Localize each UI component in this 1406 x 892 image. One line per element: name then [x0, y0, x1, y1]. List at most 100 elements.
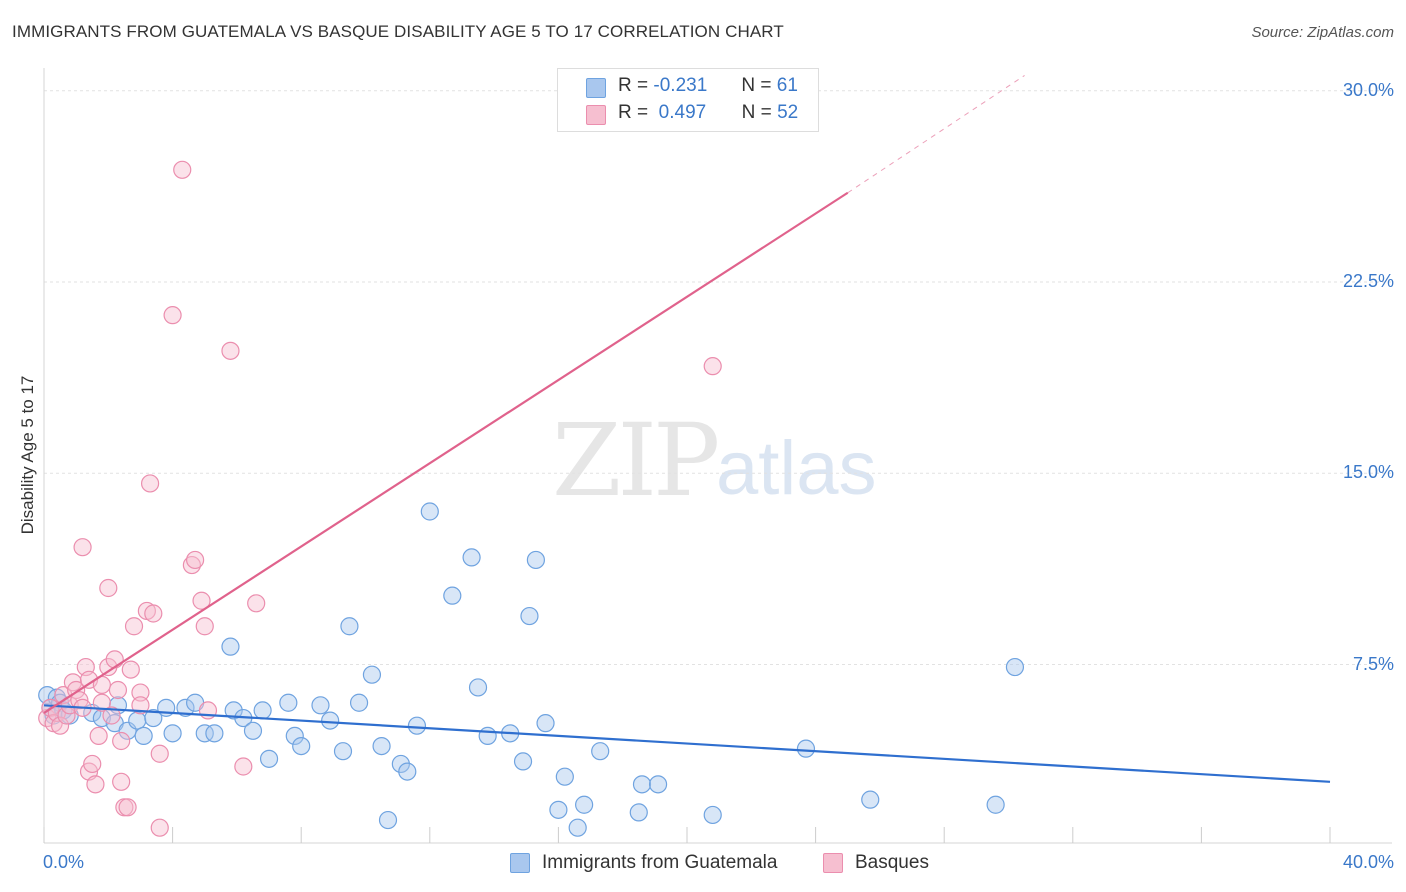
point-guatemala — [311, 696, 330, 715]
point-basques — [108, 680, 128, 700]
stats-r-label: R = — [618, 102, 649, 123]
stats-n-value: 52 — [777, 102, 799, 123]
point-guatemala — [1005, 657, 1025, 677]
point-guatemala — [205, 724, 224, 743]
trendline-basques-extension — [847, 75, 1025, 194]
stats-r-value: -0.231 — [653, 75, 708, 96]
y-tick-label: 7.5% — [1352, 653, 1394, 674]
point-guatemala — [703, 805, 722, 825]
point-basques — [118, 798, 137, 817]
point-guatemala — [986, 795, 1005, 814]
point-basques — [121, 660, 140, 679]
point-guatemala — [407, 716, 427, 735]
point-guatemala — [176, 698, 195, 717]
point-basques — [102, 706, 121, 725]
point-guatemala — [321, 711, 340, 730]
point-basques — [99, 578, 118, 598]
point-guatemala — [555, 767, 574, 786]
point-guatemala — [333, 742, 353, 761]
point-guatemala — [279, 693, 298, 712]
point-guatemala — [861, 790, 880, 809]
x-tick-label-min: 0.0% — [43, 852, 85, 872]
stats-swatch-basques — [586, 105, 606, 125]
point-guatemala — [629, 803, 648, 822]
legend-swatch-basques — [823, 853, 843, 873]
watermark-atlas: atlas — [716, 426, 877, 511]
y-tick-label: 15.0% — [1342, 462, 1394, 483]
point-guatemala — [378, 810, 398, 830]
chart-title: IMMIGRANTS FROM GUATEMALA VS BASQUE DISA… — [12, 22, 784, 41]
stats-n-value: 61 — [776, 75, 798, 96]
point-guatemala — [144, 708, 163, 728]
point-guatemala — [362, 665, 382, 684]
x-tick-label-max: 40.0% — [1342, 852, 1394, 872]
point-guatemala — [253, 701, 272, 720]
point-basques — [192, 591, 211, 610]
point-guatemala — [632, 775, 652, 794]
point-basques — [73, 538, 92, 557]
point-guatemala — [221, 637, 240, 656]
point-basques — [112, 772, 131, 791]
point-basques — [144, 604, 163, 623]
point-guatemala — [340, 617, 359, 636]
point-guatemala — [420, 502, 439, 521]
point-guatemala — [243, 721, 263, 740]
point-basques — [703, 357, 722, 376]
point-basques — [221, 341, 240, 360]
point-guatemala — [134, 726, 153, 746]
point-basques — [150, 744, 169, 763]
point-guatemala — [520, 606, 539, 626]
stats-n-label: N = — [741, 75, 772, 96]
stats-legend-box: R = -0.231 N = 61 R = 0.497 N = 52 — [557, 68, 819, 132]
point-basques — [234, 757, 253, 776]
point-basques — [163, 306, 182, 325]
point-guatemala — [292, 736, 311, 756]
point-guatemala — [195, 724, 214, 743]
stats-r-value: 0.497 — [658, 102, 707, 123]
point-basques — [140, 474, 160, 493]
stats-n-label: N = — [741, 102, 772, 123]
stats-r-label: R = — [618, 75, 649, 96]
point-guatemala — [349, 693, 369, 712]
point-basques — [92, 693, 111, 712]
point-basques — [112, 731, 131, 751]
point-basques — [150, 818, 169, 837]
point-guatemala — [648, 775, 668, 794]
trendline-basques — [43, 191, 849, 714]
point-guatemala — [224, 701, 243, 720]
point-guatemala — [462, 548, 481, 567]
y-tick-label: 22.5% — [1342, 271, 1394, 291]
point-guatemala — [513, 752, 533, 771]
point-basques — [247, 594, 266, 613]
point-guatemala — [163, 724, 182, 743]
point-guatemala — [372, 736, 391, 756]
point-guatemala — [259, 749, 279, 768]
point-basques — [89, 726, 108, 746]
chart-source: Source: ZipAtlas.com — [1251, 24, 1394, 41]
stats-swatch-guatemala — [586, 78, 606, 98]
point-guatemala — [549, 800, 568, 819]
point-guatemala — [796, 739, 816, 758]
point-basques — [186, 550, 205, 570]
point-guatemala — [526, 550, 545, 570]
legend-label-basques: Basques — [855, 852, 929, 873]
point-guatemala — [468, 678, 488, 697]
point-guatemala — [591, 742, 610, 761]
point-basques — [182, 555, 201, 575]
stats-row-basques: R = 0.497 N = 52 — [618, 100, 798, 126]
point-guatemala — [575, 795, 594, 814]
point-guatemala — [443, 586, 462, 605]
point-guatemala — [398, 762, 417, 781]
point-guatemala — [478, 726, 497, 746]
legend-item-guatemala: Immigrants from Guatemala — [510, 852, 777, 874]
point-basques — [86, 775, 105, 794]
trendline-guatemala — [43, 704, 1331, 783]
point-basques — [131, 683, 150, 702]
stats-row-guatemala: R = -0.231 N = 61 — [618, 73, 798, 99]
point-basques — [195, 617, 214, 636]
point-basques — [105, 650, 124, 669]
legend-label-guatemala: Immigrants from Guatemala — [542, 852, 778, 873]
y-axis-label: Disability Age 5 to 17 — [18, 375, 37, 535]
point-guatemala — [568, 818, 587, 837]
point-guatemala — [128, 711, 147, 730]
